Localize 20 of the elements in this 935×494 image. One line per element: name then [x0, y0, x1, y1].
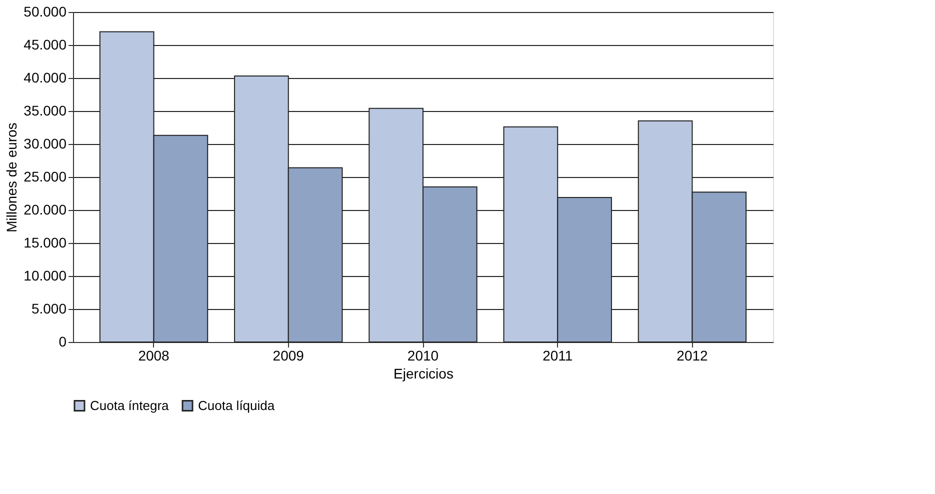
legend-label: Cuota íntegra: [90, 398, 170, 413]
y-tick-label: 45.000: [24, 36, 67, 52]
x-axis-title: Ejercicios: [394, 366, 454, 382]
x-tick-label: 2008: [138, 348, 170, 364]
x-tick-label: 2010: [407, 348, 439, 364]
x-tick-label: 2011: [542, 348, 573, 364]
y-tick-label: 0: [58, 334, 67, 350]
x-tick-label: 2012: [676, 348, 708, 364]
y-axis-title: Millones de euros: [4, 122, 20, 232]
x-tick-label: 2009: [272, 348, 304, 364]
y-tick-label: 5.000: [31, 300, 67, 316]
y-tick-label: 25.000: [24, 168, 67, 184]
legend-label: Cuota líquida: [198, 398, 276, 413]
y-tick-label: 40.000: [24, 70, 67, 86]
y-tick-label: 30.000: [24, 136, 67, 152]
y-tick-label: 15.000: [24, 234, 67, 250]
y-tick-label: 50.000: [24, 4, 67, 20]
y-tick-label: 35.000: [24, 102, 67, 118]
y-tick-label: 20.000: [24, 202, 67, 218]
y-tick-label: 10.000: [24, 268, 67, 284]
